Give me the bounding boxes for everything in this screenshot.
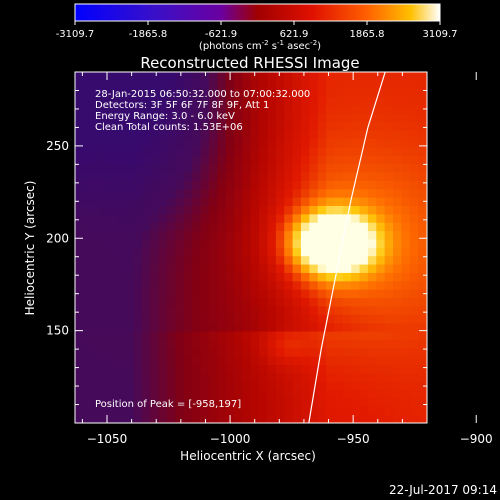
- colorbar-unit: (photons cm-2 s-1 asec-2): [199, 39, 321, 52]
- plot-frame: [74, 71, 428, 424]
- x-axis-label: Heliocentric X (arcsec): [180, 449, 316, 463]
- timestamp: 22-Jul-2017 09:14: [389, 483, 497, 497]
- colorbar-tick-label: 621.9: [280, 29, 309, 40]
- colorbar-tick-label: 3109.7: [423, 29, 458, 40]
- annotation-line: Energy Range: 3.0 - 6.0 keV: [95, 111, 235, 122]
- y-tick-label: 200: [46, 231, 69, 245]
- annotation-line: Detectors: 3F 5F 6F 7F 8F 9F, Att 1: [95, 100, 269, 111]
- colorbar-tick-label: -3109.7: [56, 29, 95, 40]
- x-tick-label: −1000: [210, 432, 251, 446]
- x-tick-label: −900: [460, 432, 493, 446]
- annotation-line: 28-Jan-2015 06:50:32.000 to 07:00:32.000: [95, 89, 310, 100]
- x-tick-label: −1050: [87, 432, 128, 446]
- colorbar-ticks: -3109.7 -1865.8 -621.9 621.9 1865.8 3109.7: [56, 21, 458, 40]
- colorbar-tick-label: 1865.8: [350, 29, 385, 40]
- annotation-block: 28-Jan-2015 06:50:32.000 to 07:00:32.000…: [95, 89, 310, 133]
- colorbar-tick-label: -621.9: [205, 29, 237, 40]
- x-axis-ticks: −1050 −1000 −950 −900: [81, 72, 493, 446]
- solar-limb-line: [308, 72, 386, 423]
- y-axis-ticks: 150 200 250: [46, 71, 427, 406]
- chart-title: Reconstructed RHESSI Image: [140, 54, 359, 72]
- colorbar: [74, 3, 441, 22]
- y-tick-label: 150: [46, 324, 69, 338]
- y-tick-label: 250: [46, 139, 69, 153]
- x-tick-label: −950: [337, 432, 370, 446]
- colorbar-tick-label: -1865.8: [129, 29, 168, 40]
- y-axis-label: Heliocentric Y (arcsec): [23, 181, 37, 316]
- peak-label: Position of Peak = [-958,197]: [95, 399, 241, 410]
- heatmap-image: [75, 72, 427, 423]
- annotation-line: Clean Total counts: 1.53E+06: [95, 122, 243, 133]
